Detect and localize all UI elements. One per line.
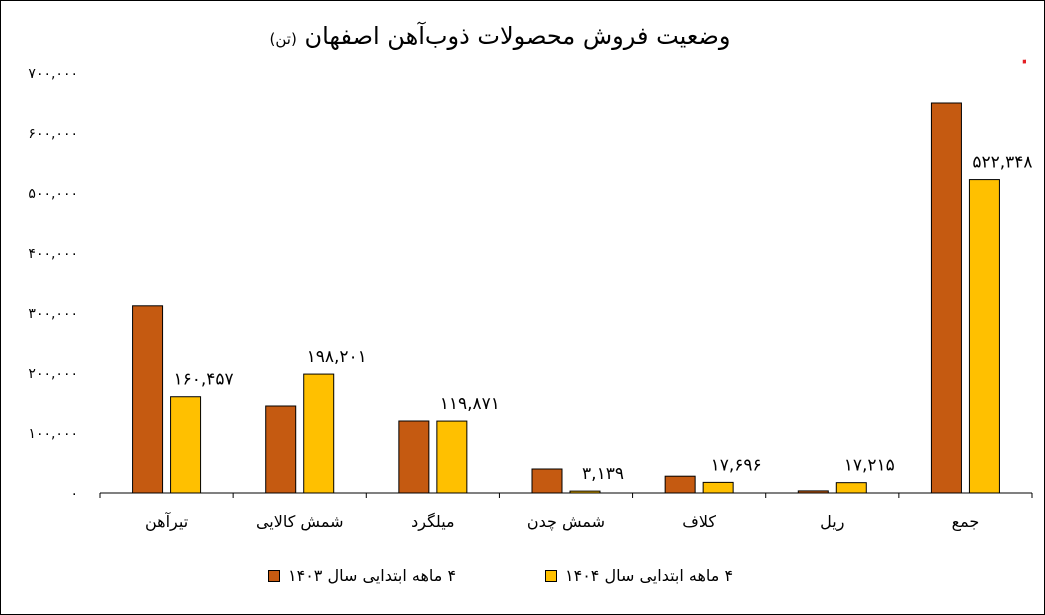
x-tick-label: شمش چدن	[527, 512, 605, 532]
y-tick-label: ۱۰۰,۰۰۰	[28, 426, 78, 442]
svg-text:تجارتنیوز: تجارتنیوز	[1022, 29, 1026, 64]
y-tick-label: ۳۰۰,۰۰۰	[28, 306, 78, 322]
bar-1404	[436, 420, 468, 494]
chart-title: وضعیت فروش محصولات ذوب‌آهن اصفهان (تن)	[0, 22, 1000, 50]
legend-item: ۴ ماهه ابتدایی سال ۱۴۰۳	[268, 566, 456, 585]
legend-label: ۴ ماهه ابتدایی سال ۱۴۰۴	[565, 566, 734, 585]
brand-logo: تجارتنیوز	[1022, 29, 1026, 64]
x-tick-label: ریل	[820, 512, 844, 532]
x-tick-label: تیرآهن	[145, 512, 188, 532]
y-tick-label: ۵۰۰,۰۰۰	[28, 186, 78, 202]
bar-1403	[265, 405, 297, 494]
data-label-1404: ۱۶۰,۴۵۷	[173, 370, 233, 390]
bar-1404	[303, 373, 335, 494]
legend-swatch	[545, 569, 557, 582]
data-label-1404: ۱۷,۲۱۵	[844, 456, 895, 476]
x-tick-label: میلگرد	[411, 512, 454, 532]
y-tick-label: ۷۰۰,۰۰۰	[28, 66, 78, 82]
legend-item: ۴ ماهه ابتدایی سال ۱۴۰۴	[545, 566, 733, 585]
data-label-1404: ۵۲۲,۳۴۸	[972, 153, 1032, 173]
legend-swatch	[268, 569, 280, 582]
data-label-1404: ۳,۱۳۹	[582, 464, 624, 484]
title-main: وضعیت فروش محصولات ذوب‌آهن اصفهان	[304, 22, 731, 50]
bar-1404	[170, 396, 202, 494]
data-label-1404: ۱۷,۶۹۶	[711, 455, 762, 475]
bar-1403	[132, 305, 164, 494]
bar-1404	[835, 482, 867, 494]
bar-1404	[569, 490, 601, 494]
bar-1403	[797, 490, 829, 494]
bar-1403	[531, 468, 563, 494]
y-tick-label: ۶۰۰,۰۰۰	[28, 126, 78, 142]
x-tick-label: شمش کالایی	[256, 512, 344, 532]
bar-1404	[702, 481, 734, 494]
y-tick-label: ۲۰۰,۰۰۰	[28, 366, 78, 382]
bar-1403	[398, 420, 430, 494]
y-tick-label: ۴۰۰,۰۰۰	[28, 246, 78, 262]
bar-1403	[664, 475, 696, 494]
bar-1404	[968, 179, 1000, 494]
legend-label: ۴ ماهه ابتدایی سال ۱۴۰۳	[288, 566, 457, 585]
x-tick-label: کلاف	[682, 512, 716, 531]
data-label-1404: ۱۹۸,۲۰۱	[307, 347, 367, 367]
title-unit: (تن)	[269, 30, 297, 48]
x-tick-label: جمع	[952, 512, 980, 532]
chart-legend: ۴ ماهه ابتدایی سال ۱۴۰۳ ۴ ماهه ابتدایی سا…	[0, 566, 1045, 596]
bar-chart: ۰ ۱۰۰,۰۰۰ ۲۰۰,۰۰۰ ۳۰۰,۰۰۰ ۴۰۰,۰۰۰ ۵۰۰,۰۰۰ ۶۰۰,…	[28, 66, 1032, 532]
bar-1403	[930, 102, 962, 494]
y-tick-label: ۰	[70, 486, 78, 502]
data-label-1404: ۱۱۹,۸۷۱	[440, 394, 500, 414]
